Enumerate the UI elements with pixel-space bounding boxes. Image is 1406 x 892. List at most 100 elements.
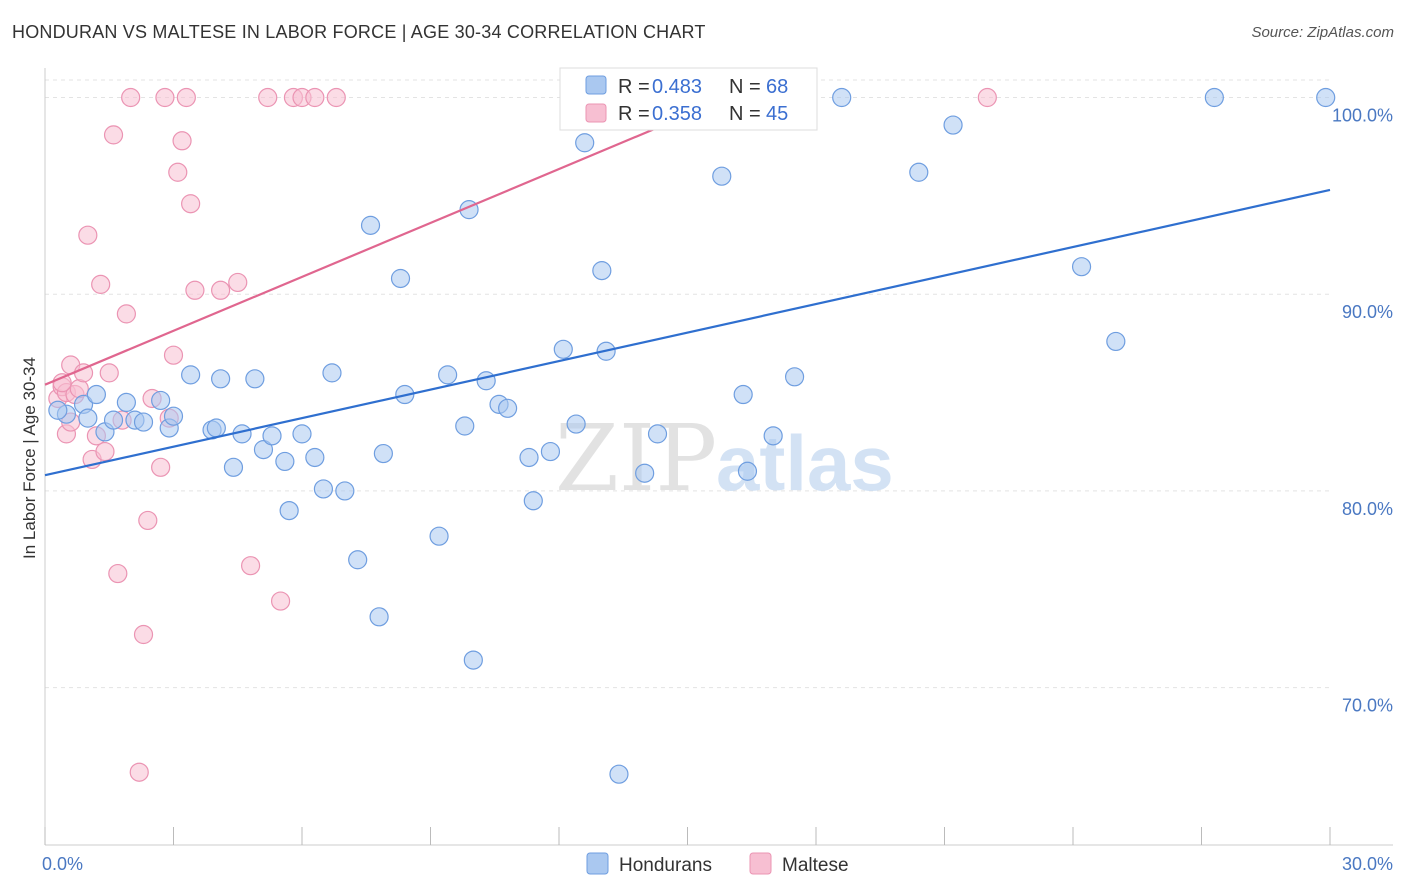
maltese-point	[977, 87, 997, 108]
series-legend-label-hondurans: Hondurans	[619, 855, 712, 876]
hondurans-point	[86, 384, 107, 405]
y-tick-label: 70.0%	[1342, 696, 1393, 716]
maltese-point	[172, 131, 192, 151]
hondurans-point	[438, 365, 458, 385]
hondurans-point	[181, 365, 201, 385]
source-label: Source: ZipAtlas.com	[1251, 24, 1394, 41]
hondurans-point	[133, 412, 154, 432]
maltese-point	[133, 624, 154, 645]
hondurans-point	[943, 115, 963, 135]
hondurans-point	[245, 369, 265, 389]
hondurans-point	[151, 390, 171, 411]
hondurans-point	[540, 441, 561, 462]
hondurans-point	[103, 410, 124, 430]
legend-n-value-maltese: 45	[766, 103, 788, 125]
y-axis-title: In Labor Force | Age 30-34	[20, 357, 39, 559]
hondurans-point	[553, 339, 573, 359]
hondurans-point	[292, 424, 312, 444]
series-legend-label-maltese: Maltese	[782, 855, 849, 876]
maltese-point	[270, 591, 291, 611]
y-tick-label: 80.0%	[1342, 499, 1393, 519]
hondurans-point	[211, 369, 231, 389]
hondurans-point	[1071, 257, 1092, 277]
hondurans-point	[498, 398, 518, 418]
maltese-point	[108, 563, 128, 584]
hondurans-points	[48, 87, 1336, 784]
hondurans-point	[163, 406, 184, 426]
maltese-point	[116, 304, 136, 324]
hondurans-point	[305, 447, 325, 468]
hondurans-point	[262, 426, 282, 446]
legend-r-value-hondurans: 0.483	[652, 76, 702, 98]
hondurans-point	[832, 87, 852, 108]
x-tick-labels: 0.0% 30.0%	[42, 854, 1393, 874]
legend-n-label-hondurans: N =	[729, 76, 766, 98]
maltese-point	[258, 87, 278, 108]
maltese-point	[103, 125, 124, 145]
hondurans-point	[1204, 87, 1224, 108]
hondurans-point	[429, 526, 449, 546]
hondurans-point	[784, 367, 805, 387]
trendlines	[44, 92, 1331, 477]
hondurans-point	[523, 491, 543, 511]
hondurans-point	[48, 400, 68, 420]
series-legend-swatch-hondurans	[586, 852, 609, 875]
maltese-point	[168, 162, 188, 182]
hondurans-point	[712, 166, 732, 186]
maltese-point	[185, 280, 205, 300]
hondurans-point	[360, 215, 381, 235]
hondurans-point	[519, 447, 539, 468]
maltese-point	[95, 441, 115, 462]
legend-n-label-maltese: N =	[729, 103, 766, 125]
hondurans-point	[737, 461, 758, 481]
legend-swatch-hondurans	[585, 75, 607, 95]
x-tick-label-min: 0.0%	[42, 854, 83, 874]
hondurans-point	[373, 443, 393, 464]
axes	[44, 68, 1393, 846]
legend-r-value-maltese: 0.358	[652, 103, 702, 125]
maltese-point	[99, 363, 119, 383]
series-legend-swatch-maltese	[749, 852, 772, 875]
hondurans-trendline	[44, 188, 1331, 477]
hondurans-point	[322, 363, 342, 383]
maltese-point	[305, 87, 325, 108]
hondurans-point	[206, 418, 226, 438]
legend-r-label-maltese: R =	[618, 103, 655, 125]
maltese-point	[155, 87, 175, 108]
hondurans-point	[78, 408, 98, 428]
hondurans-point	[609, 764, 629, 784]
hondurans-point	[1316, 87, 1336, 108]
maltese-point	[326, 87, 346, 108]
hondurans-point	[313, 479, 334, 499]
hondurans-point	[463, 650, 483, 670]
maltese-point	[78, 225, 98, 245]
hondurans-point	[476, 371, 496, 391]
watermark: ZIP atlas	[555, 405, 894, 512]
hondurans-point	[390, 268, 411, 289]
gridlines	[45, 79, 1330, 689]
hondurans-point	[369, 607, 389, 627]
hondurans-point	[647, 424, 668, 444]
hondurans-point	[116, 392, 136, 413]
hondurans-point	[733, 384, 753, 405]
maltese-point	[163, 345, 184, 365]
legend-r-label-hondurans: R =	[618, 76, 655, 98]
hondurans-point	[348, 550, 368, 570]
hondurans-point	[455, 416, 475, 436]
hondurans-point	[335, 481, 355, 501]
y-tick-labels: 70.0% 80.0% 90.0% 100.0%	[1332, 106, 1393, 716]
hondurans-point	[223, 457, 244, 477]
hondurans-point	[1106, 331, 1126, 352]
hondurans-point	[275, 451, 295, 472]
maltese-point	[138, 510, 158, 531]
maltese-point	[129, 762, 149, 782]
legend-n-value-hondurans: 68	[766, 76, 788, 98]
hondurans-point	[253, 440, 274, 460]
maltese-point	[241, 556, 261, 576]
hondurans-point	[909, 162, 929, 182]
hondurans-point	[635, 463, 655, 483]
hondurans-point	[592, 261, 612, 281]
chart-title: HONDURAN VS MALTESE IN LABOR FORCE | AGE…	[12, 22, 706, 42]
maltese-point	[228, 272, 248, 293]
y-tick-label: 100.0%	[1332, 106, 1393, 126]
